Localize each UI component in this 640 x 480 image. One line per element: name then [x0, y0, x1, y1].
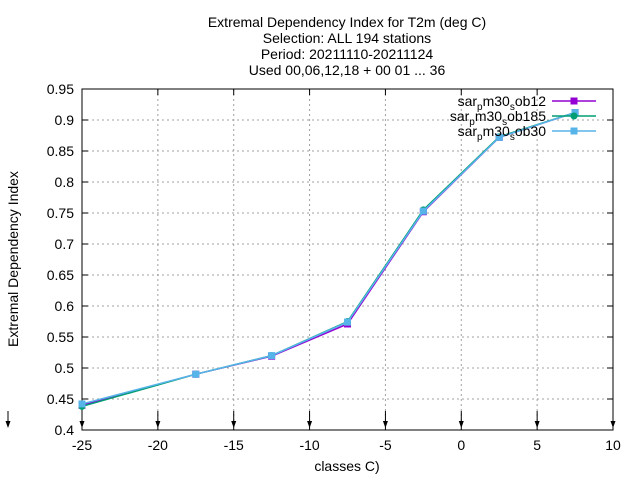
data-point: [268, 352, 276, 360]
x-axis-label: classes C): [314, 458, 379, 474]
title-line-4: Used 00,06,12,18 + 00 01 ... 36: [249, 62, 446, 78]
legend-label-part: s: [502, 117, 507, 128]
series-line-2: [81, 111, 576, 408]
legend-label-part: ob12: [515, 93, 546, 109]
title-line-1: Extremal Dependency Index for T2m (deg C…: [208, 14, 486, 30]
x-tick-label: 5: [533, 437, 541, 453]
title-line-2: Selection: ALL 194 stations: [263, 30, 431, 46]
legend-label-part: sar: [450, 108, 470, 124]
bottom-arrow-head: [382, 421, 388, 428]
series-line-1: [81, 111, 576, 406]
bottom-arrow-head: [610, 421, 616, 428]
y-tick-label: 0.7: [55, 236, 75, 252]
data-point: [344, 318, 351, 326]
legend-label-3: sarpm30sob30: [458, 123, 547, 143]
y-tick-label: 0.95: [47, 81, 74, 97]
bottom-arrow-head: [534, 421, 540, 428]
legend-label-part: sar: [458, 93, 478, 109]
legend-label-part: p: [477, 102, 483, 113]
y-tick-label: 0.85: [47, 143, 74, 159]
y-axis-label: Extremal Dependency Index: [5, 171, 21, 347]
bottom-arrows: [5, 411, 616, 428]
x-tick-label: -20: [148, 437, 168, 453]
y-tick-label: 0.55: [47, 329, 74, 345]
data-point: [495, 133, 503, 141]
y-tick-label: 0.4: [55, 422, 75, 438]
y-tick-label: 0.45: [47, 391, 74, 407]
series: [78, 109, 579, 410]
x-tick-label: -25: [72, 437, 92, 453]
data-point: [419, 207, 427, 215]
x-tick-label: -10: [299, 437, 319, 453]
x-tick-label: -15: [224, 437, 244, 453]
y-tick-label: 0.65: [47, 267, 74, 283]
legend-label-part: ob30: [515, 123, 546, 139]
bottom-arrow-head: [458, 421, 464, 428]
chart-title: Extremal Dependency Index for T2m (deg C…: [208, 14, 486, 78]
legend-label-part: p: [477, 132, 483, 143]
legend-swatch-marker: [570, 112, 578, 120]
legend-swatch-marker: [570, 97, 578, 105]
y-tick-label: 0.8: [55, 174, 75, 190]
y-tick-label: 0.9: [55, 112, 75, 128]
legend-label-part: p: [469, 117, 475, 128]
legend-label-part: s: [510, 132, 515, 143]
data-point: [78, 400, 86, 408]
bottom-arrow-head: [307, 421, 313, 428]
legend-label-part: ob185: [507, 108, 546, 124]
legend-label-1: sarpm30sob12: [458, 93, 547, 113]
y-tick-label: 0.6: [55, 298, 75, 314]
legend-label-part: s: [510, 102, 515, 113]
legend-label-part: m30: [475, 108, 502, 124]
x-tick-label: 0: [457, 437, 465, 453]
title-line-3: Period: 20211110-20211124: [261, 46, 434, 62]
series-line-3: [81, 111, 576, 405]
legend-swatch-marker: [570, 127, 578, 135]
legend-label-part: m30: [483, 93, 510, 109]
x-tick-label: 10: [605, 437, 621, 453]
data-point: [571, 109, 579, 117]
legend-label-part: m30: [483, 123, 510, 139]
y-tick-label: 0.5: [55, 360, 75, 376]
legend-label-2: sarpm30sob185: [450, 108, 546, 128]
grid: [82, 89, 613, 430]
plot-frame: [81, 88, 614, 431]
bottom-arrow-head: [5, 421, 11, 428]
bottom-arrow-head: [79, 421, 85, 428]
data-point: [192, 370, 200, 378]
x-tick-label: -5: [379, 437, 392, 453]
axis-ticks: 0.4 0.45 0.5 0.55 0.6 0.65 0.7 0.75 0.8 0.85 0.9 0.…: [47, 81, 621, 453]
bottom-arrow-head: [231, 421, 237, 428]
bottom-arrow-head: [155, 421, 161, 428]
legend-label-part: sar: [458, 123, 478, 139]
y-tick-label: 0.75: [47, 205, 74, 221]
